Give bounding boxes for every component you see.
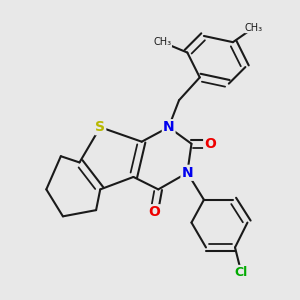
Text: Cl: Cl bbox=[235, 266, 248, 279]
Text: CH₃: CH₃ bbox=[244, 23, 263, 33]
Text: CH₃: CH₃ bbox=[153, 37, 172, 47]
Text: N: N bbox=[163, 120, 175, 134]
Text: O: O bbox=[148, 205, 160, 219]
Text: N: N bbox=[182, 166, 193, 180]
Text: S: S bbox=[95, 120, 105, 134]
Text: O: O bbox=[204, 137, 216, 151]
